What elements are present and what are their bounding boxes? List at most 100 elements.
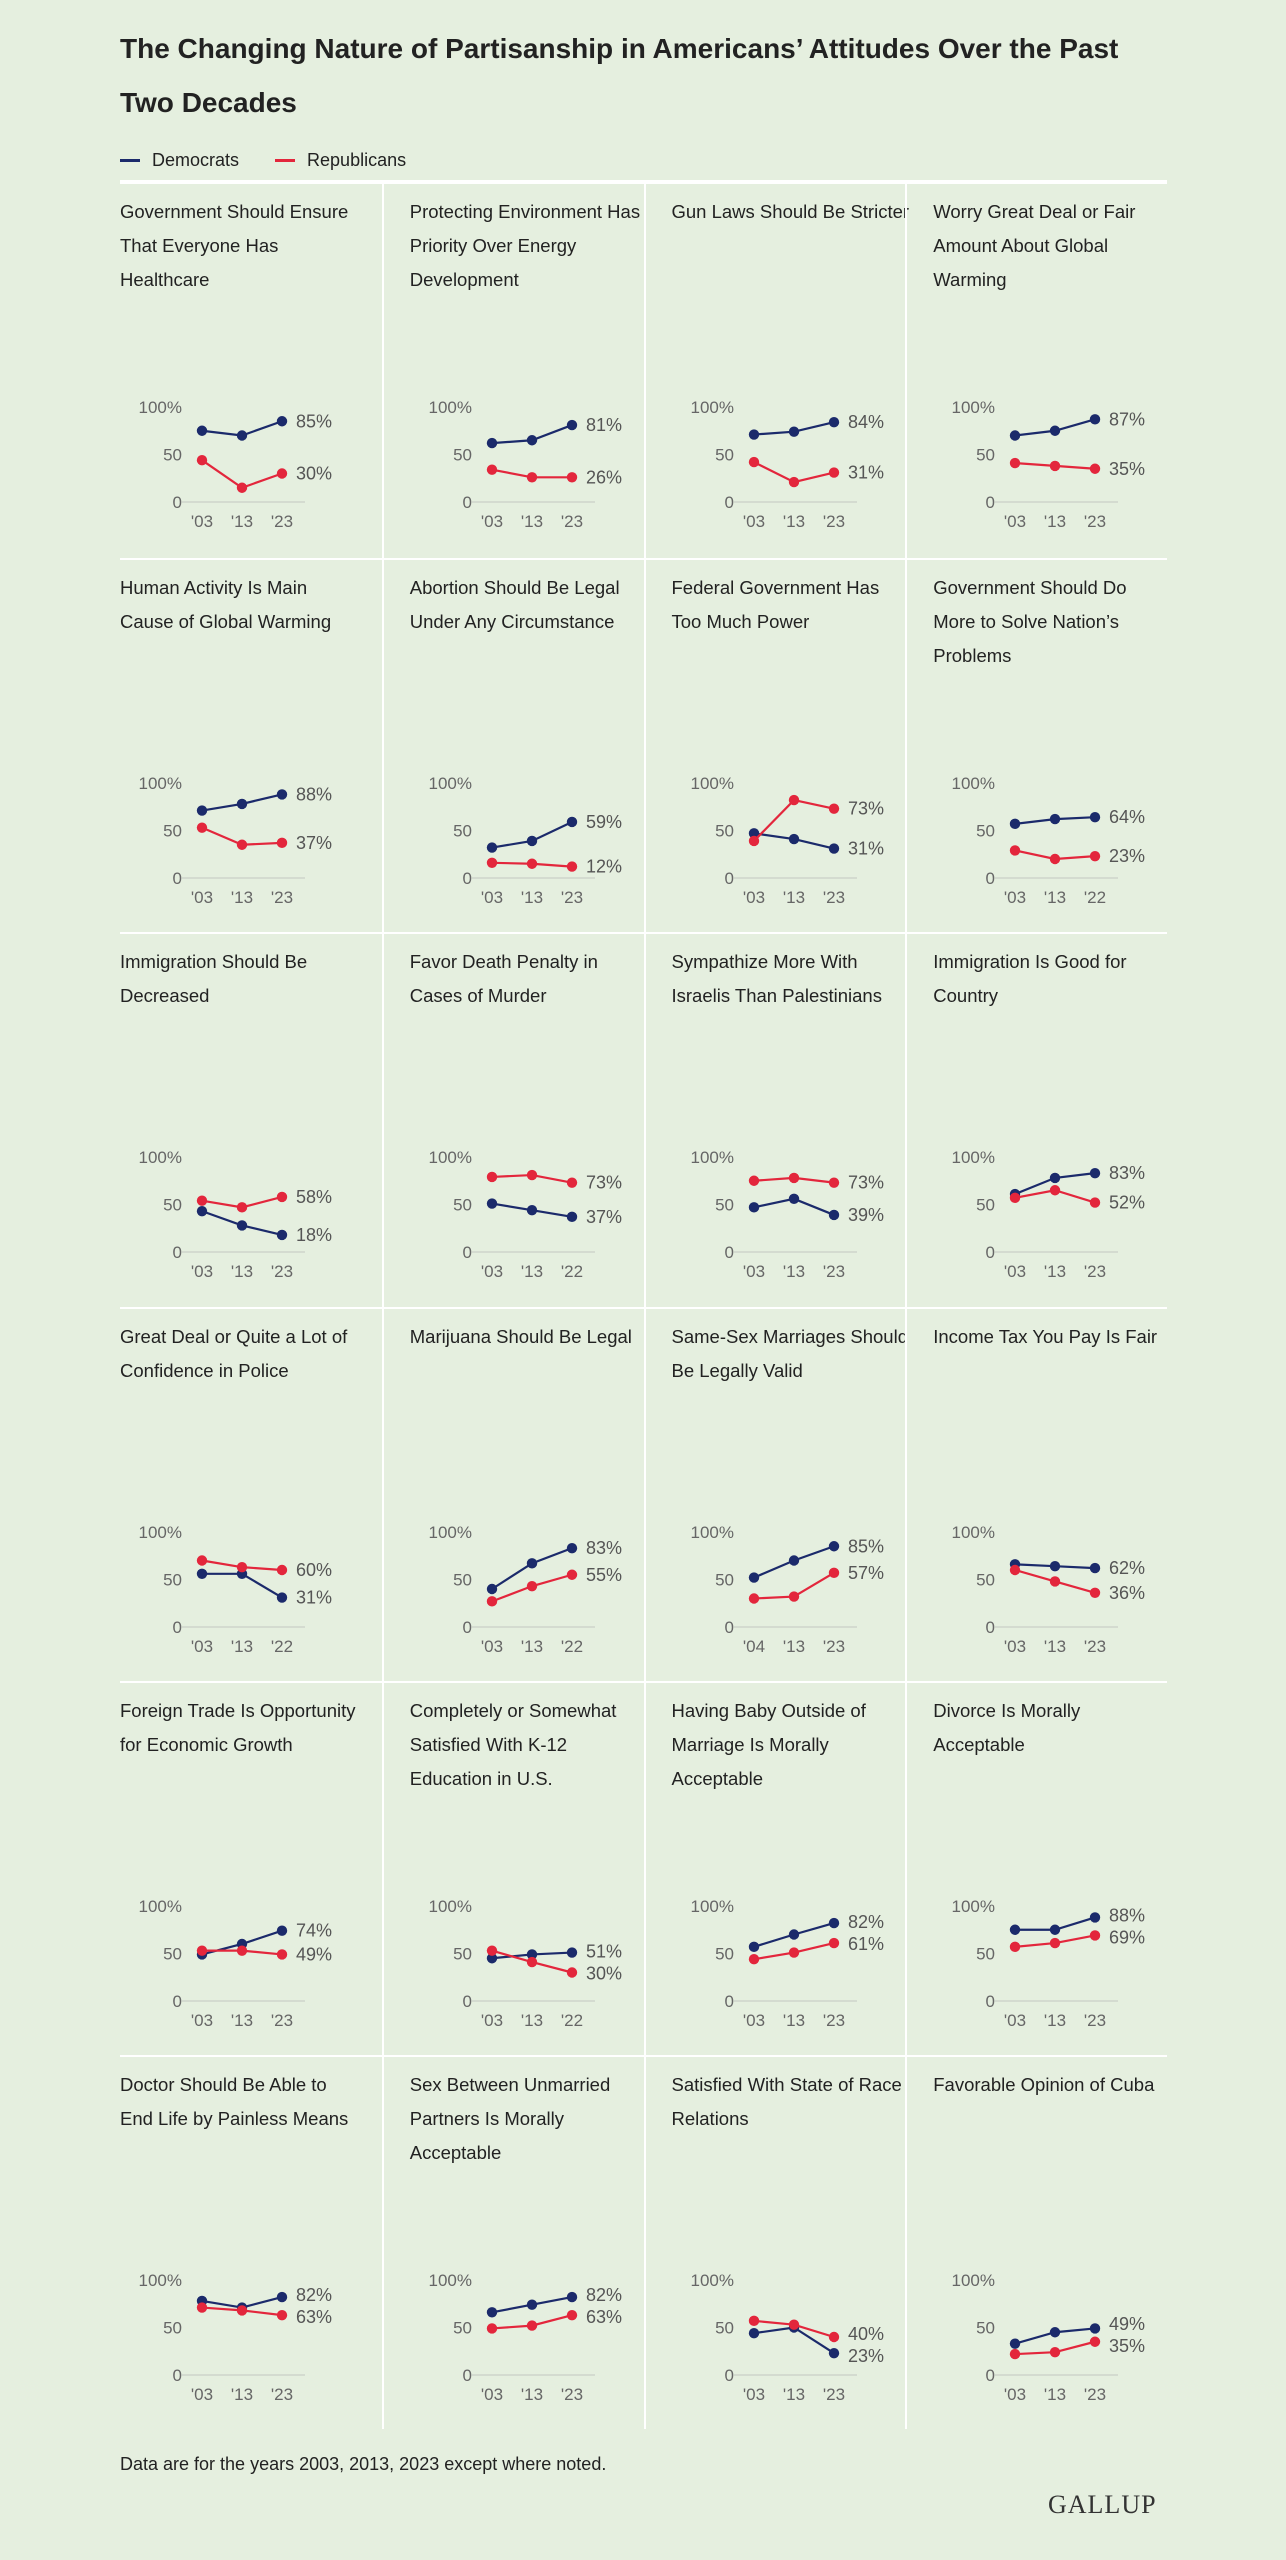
y-tick-label: 100% bbox=[690, 1523, 733, 1542]
x-tick-label: '13 bbox=[521, 1262, 543, 1281]
x-tick-label: '03 bbox=[481, 512, 503, 531]
line-chart: 100% 50 0 '03 '13 '23 83% 52% bbox=[952, 1148, 1146, 1281]
x-tick-label: '13 bbox=[521, 1637, 543, 1656]
data-point-republicans bbox=[526, 472, 537, 483]
panel-title: Worry Great Deal or Fair Amount About Gl… bbox=[933, 201, 1136, 290]
chart-panel-income-tax-you-pay-is-fair: Income Tax You Pay Is Fair 100% 50 0 '03 '13 '… bbox=[905, 1306, 1167, 1681]
chart-panel-immigration-is-good-for-country: Immigration Is Good for Country 100% 50 0 '0… bbox=[905, 932, 1167, 1307]
data-point-republicans bbox=[566, 472, 577, 483]
y-tick-label: 0 bbox=[173, 1243, 182, 1262]
data-point-republicans bbox=[828, 1567, 839, 1578]
x-tick-label: '13 bbox=[782, 1262, 804, 1281]
data-point-republicans bbox=[276, 468, 288, 479]
data-point-democrats bbox=[236, 798, 248, 810]
data-label-republicans: 12% bbox=[586, 857, 622, 877]
panel-title: Protecting Environment Has Priority Over… bbox=[409, 201, 641, 290]
y-tick-label: 50 bbox=[976, 1196, 995, 1215]
data-label-republicans: 37% bbox=[296, 833, 332, 853]
line-chart: 100% 50 0 '03 '13 '23 59% 12% bbox=[428, 774, 622, 907]
data-point-democrats bbox=[1050, 814, 1061, 825]
data-label-democrats: 87% bbox=[1109, 409, 1145, 429]
data-point-democrats bbox=[566, 816, 577, 828]
data-point-republicans bbox=[1090, 1587, 1101, 1598]
data-point-democrats bbox=[276, 1925, 288, 1936]
data-label-democrats: 62% bbox=[1109, 1558, 1145, 1578]
data-label-democrats: 88% bbox=[1109, 1905, 1145, 1925]
line-chart: 100% 50 0 '03 '13 '23 88% 37% bbox=[139, 774, 333, 907]
x-tick-label: '03 bbox=[742, 512, 764, 531]
x-tick-label: '13 bbox=[1044, 888, 1066, 907]
data-label-democrats: 18% bbox=[296, 1225, 332, 1245]
data-point-republicans bbox=[828, 803, 839, 815]
data-label-republicans: 30% bbox=[296, 464, 332, 484]
data-point-republicans bbox=[526, 858, 537, 870]
data-point-republicans bbox=[566, 2309, 577, 2321]
x-tick-label: '03 bbox=[1004, 888, 1026, 907]
data-point-democrats bbox=[828, 1917, 839, 1929]
data-label-democrats: 74% bbox=[296, 1920, 332, 1940]
data-label-democrats: 31% bbox=[848, 839, 884, 859]
panel-title: Satisfied With State of Race Relations bbox=[671, 2074, 902, 2129]
data-label-republicans: 35% bbox=[1109, 459, 1145, 479]
y-tick-label: 0 bbox=[462, 2366, 471, 2385]
x-tick-label: '13 bbox=[521, 2385, 543, 2404]
x-tick-label: '23 bbox=[822, 1262, 844, 1281]
chart-panel-great-deal-or-quite-a-lot-of-confidence-: Great Deal or Quite a Lot of Confidence … bbox=[120, 1306, 382, 1681]
data-point-republicans bbox=[828, 1937, 839, 1949]
y-tick-label: 50 bbox=[453, 2319, 472, 2338]
y-tick-label: 0 bbox=[986, 493, 995, 512]
chart-panel-satisfied-with-state-of-race-relations: Satisfied With State of Race Relations 10… bbox=[643, 2055, 906, 2430]
data-point-republicans bbox=[788, 1947, 799, 1958]
panel-title: Foreign Trade Is Opportunity for Economi… bbox=[120, 1699, 356, 1755]
data-point-republicans bbox=[1090, 851, 1101, 862]
data-point-democrats bbox=[526, 835, 537, 847]
data-point-republicans bbox=[828, 2331, 839, 2343]
data-point-republicans bbox=[486, 2323, 497, 2334]
y-tick-label: 100% bbox=[139, 774, 182, 793]
data-point-democrats bbox=[196, 805, 208, 816]
data-point-democrats bbox=[828, 1210, 839, 1221]
data-label-democrats: 88% bbox=[296, 785, 332, 805]
panel-title: Federal Government Has Too Much Power bbox=[671, 577, 880, 633]
y-tick-label: 50 bbox=[715, 1570, 734, 1589]
data-point-democrats bbox=[828, 2347, 839, 2359]
data-point-republicans bbox=[236, 839, 248, 851]
y-tick-label: 100% bbox=[428, 2271, 471, 2290]
chart-panel-human-activity-is-main-cause-of-global-w: Human Activity Is Main Cause of Global W… bbox=[120, 558, 382, 932]
x-tick-label: '13 bbox=[231, 1262, 253, 1281]
panel-title: Completely or Somewhat Satisfied With K-… bbox=[409, 1699, 617, 1789]
panel-title: Favorable Opinion of Cuba bbox=[933, 2074, 1155, 2095]
data-point-republicans bbox=[828, 467, 839, 478]
line-chart: 100% 50 0 '03 '13 '23 49%35% bbox=[952, 2271, 1146, 2404]
x-tick-label: '13 bbox=[521, 888, 543, 907]
data-point-republicans bbox=[788, 476, 799, 488]
x-tick-label: '03 bbox=[481, 2385, 503, 2404]
data-point-republicans bbox=[1050, 2347, 1061, 2358]
data-point-democrats bbox=[748, 1202, 759, 1213]
data-point-democrats bbox=[788, 1929, 799, 1940]
x-tick-label: '13 bbox=[782, 512, 804, 531]
y-tick-label: 50 bbox=[976, 446, 995, 465]
data-point-republicans bbox=[526, 1956, 537, 1968]
x-tick-label: '23 bbox=[561, 2385, 583, 2404]
y-tick-label: 100% bbox=[428, 1523, 471, 1542]
chart-panel-same-sex-marriages-should-be-legally-val: Same-Sex Marriages Should Be Legally Val… bbox=[643, 1306, 908, 1681]
data-point-republicans bbox=[748, 1953, 759, 1965]
data-label-democrats: 51% bbox=[586, 1941, 622, 1961]
x-tick-label: '13 bbox=[782, 2011, 804, 2030]
data-point-republicans bbox=[276, 1192, 288, 1203]
y-tick-label: 50 bbox=[163, 1944, 182, 1963]
line-chart: 100% 50 0 '03 '13 '23 62% 36% bbox=[952, 1523, 1146, 1656]
data-point-republicans bbox=[276, 1949, 288, 1960]
chart-panel-abortion-should-be-legal-under-any-circu: Abortion Should Be Legal Under Any Circu… bbox=[381, 558, 644, 933]
data-point-democrats bbox=[748, 1941, 759, 1952]
y-tick-label: 0 bbox=[724, 1992, 733, 2011]
x-tick-label: '23 bbox=[1084, 512, 1106, 531]
data-label-democrats: 49% bbox=[1109, 2314, 1145, 2334]
x-tick-label: '23 bbox=[561, 888, 583, 907]
chart-panel-having-baby-outside-of-marriage-is-moral: Having Baby Outside of Marriage Is Moral… bbox=[643, 1680, 906, 2055]
chart-panel-favorable-opinion-of-cuba: Favorable Opinion of Cuba 100% 50 0 '03 '13 '2… bbox=[905, 2055, 1167, 2430]
data-point-democrats bbox=[566, 1947, 577, 1958]
panel-title: Same-Sex Marriages Should Be Legally Val… bbox=[671, 1325, 909, 1381]
top-divider bbox=[120, 180, 1167, 184]
